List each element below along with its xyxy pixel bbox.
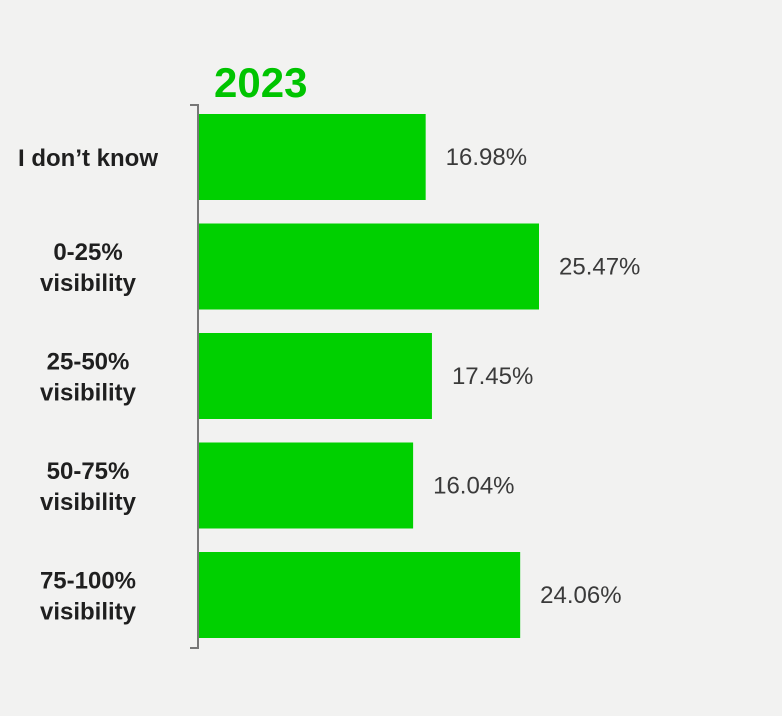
bar-4 — [199, 552, 521, 638]
category-label-line: 50-75% — [47, 458, 130, 485]
bar-3 — [199, 442, 414, 529]
bar-2 — [199, 333, 432, 419]
category-label-line: 0-25% — [53, 239, 122, 266]
y-axis-line — [190, 104, 199, 649]
category-label-line: visibility — [40, 489, 137, 516]
value-labels: 16.98% 25.47% 17.45% 16.04% 24.06% — [433, 144, 640, 609]
category-label-1: 0-25% visibility — [40, 239, 137, 297]
category-label-3: 50-75% visibility — [40, 458, 137, 516]
bar-0 — [199, 114, 426, 200]
category-label-0: I don’t know — [18, 145, 158, 172]
category-labels: I don’t know 0-25% visibility 25-50% visibil… — [18, 145, 158, 626]
category-label-line: visibility — [40, 599, 137, 626]
bar-1 — [199, 223, 539, 310]
category-label-line: 25-50% — [47, 349, 130, 376]
value-label-1: 25.47% — [559, 254, 640, 281]
category-label-line: visibility — [40, 270, 137, 297]
category-label-line: 75-100% — [40, 568, 136, 595]
category-label-2: 25-50% visibility — [40, 349, 137, 407]
chart-title: 2023 — [214, 59, 307, 106]
value-label-0: 16.98% — [446, 144, 527, 171]
category-label-4: 75-100% visibility — [40, 568, 137, 626]
category-label-line: I don’t know — [18, 145, 158, 172]
bars-group — [199, 114, 539, 638]
value-label-4: 24.06% — [540, 582, 621, 609]
category-label-line: visibility — [40, 380, 137, 407]
value-label-2: 17.45% — [452, 363, 533, 390]
value-label-3: 16.04% — [433, 473, 514, 500]
